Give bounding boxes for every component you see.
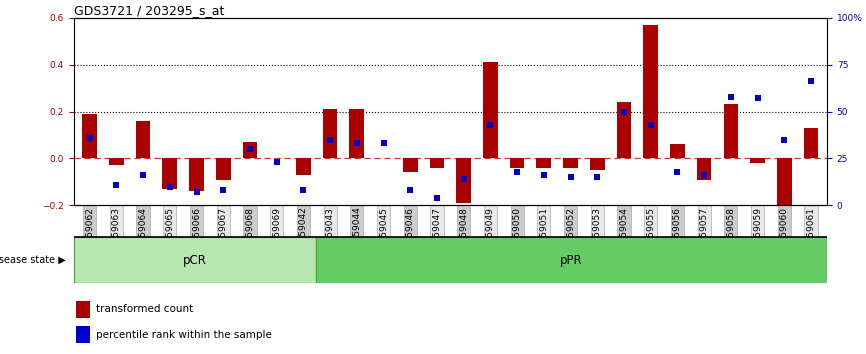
Point xyxy=(617,109,631,114)
Bar xyxy=(777,159,792,208)
Bar xyxy=(590,159,604,170)
Bar xyxy=(216,159,230,179)
Point xyxy=(136,172,150,178)
Bar xyxy=(723,104,738,159)
Point xyxy=(751,96,765,101)
Point xyxy=(510,169,524,175)
Bar xyxy=(323,109,338,159)
Bar xyxy=(242,142,257,159)
Bar xyxy=(109,159,124,165)
Point xyxy=(643,122,657,127)
Bar xyxy=(163,159,178,189)
Bar xyxy=(350,109,365,159)
Point xyxy=(804,79,818,84)
Point xyxy=(216,188,230,193)
Point xyxy=(430,195,444,201)
Bar xyxy=(430,159,444,168)
Bar xyxy=(296,159,311,175)
Text: GDS3721 / 203295_s_at: GDS3721 / 203295_s_at xyxy=(74,4,224,17)
Point xyxy=(591,175,604,180)
Point xyxy=(670,169,684,175)
Bar xyxy=(316,237,827,283)
Bar xyxy=(483,62,498,159)
Bar xyxy=(510,159,525,168)
Point xyxy=(483,122,497,127)
Point xyxy=(269,159,283,165)
Text: pCR: pCR xyxy=(183,254,207,267)
Point xyxy=(296,188,310,193)
Point xyxy=(323,137,337,142)
Point xyxy=(109,182,123,188)
Point xyxy=(778,137,792,142)
Text: transformed count: transformed count xyxy=(96,304,194,314)
Bar xyxy=(189,159,204,191)
Bar xyxy=(670,144,685,159)
Bar xyxy=(74,237,316,283)
Point xyxy=(163,184,177,189)
Point xyxy=(83,135,97,141)
Text: percentile rank within the sample: percentile rank within the sample xyxy=(96,330,272,340)
Bar xyxy=(536,159,551,168)
Bar xyxy=(456,159,471,203)
Bar xyxy=(697,159,712,179)
Bar xyxy=(75,301,90,318)
Bar xyxy=(403,159,417,172)
Point xyxy=(537,172,551,178)
Bar xyxy=(804,128,818,159)
Text: pPR: pPR xyxy=(560,254,583,267)
Point xyxy=(456,176,470,182)
Bar xyxy=(563,159,578,168)
Point xyxy=(350,141,364,146)
Point xyxy=(697,172,711,178)
Bar xyxy=(643,25,658,159)
Bar xyxy=(617,102,631,159)
Bar xyxy=(82,114,97,159)
Bar xyxy=(136,121,151,159)
Text: disease state ▶: disease state ▶ xyxy=(0,255,66,265)
Bar xyxy=(750,159,765,163)
Point xyxy=(564,175,578,180)
Point xyxy=(377,141,391,146)
Point xyxy=(724,94,738,99)
Point xyxy=(243,146,257,152)
Point xyxy=(404,188,417,193)
Point xyxy=(190,189,204,195)
Bar xyxy=(75,326,90,343)
